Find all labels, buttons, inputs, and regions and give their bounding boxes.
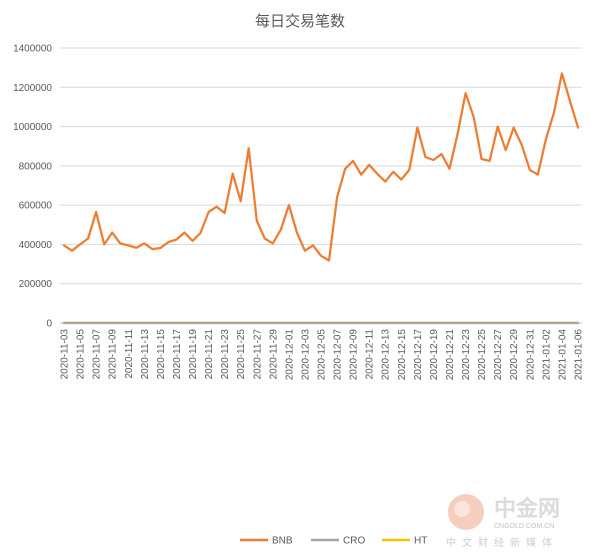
y-axis-labels: 1400000 1200000 1000000 800000 600000 400000 2…	[13, 44, 52, 330]
x-tick-label: 2020-11-17	[172, 329, 183, 380]
x-tick-label: 2020-11-21	[204, 329, 215, 380]
watermark-logo-inner-icon	[454, 501, 470, 517]
x-tick-label: 2020-12-21	[445, 329, 456, 381]
chart-title: 每日交易笔数	[255, 12, 345, 30]
x-tick-label: 2020-12-03	[300, 329, 311, 381]
x-tick-label: 2021-01-04	[557, 329, 568, 381]
x-tick-label: 2020-11-07	[92, 329, 103, 380]
y-tick-label: 400000	[19, 240, 53, 251]
x-tick-label: 2020-11-23	[220, 329, 231, 380]
x-tick-label: 2020-12-17	[413, 329, 424, 381]
series-line-bnb	[62, 72, 580, 262]
y-tick-label: 0	[46, 319, 52, 330]
x-tick-label: 2020-12-15	[397, 329, 408, 381]
x-axis-labels: 2020-11-03 2020-11-05 2020-11-07 2020-11-09…	[60, 329, 585, 381]
y-tick-label: 800000	[19, 161, 53, 172]
x-tick-label: 2020-12-27	[493, 329, 504, 381]
x-tick-label: 2020-11-27	[252, 329, 263, 380]
x-tick-label: 2020-12-25	[477, 329, 488, 381]
y-tick-label: 1200000	[13, 83, 52, 94]
y-tick-label: 200000	[19, 279, 53, 290]
x-tick-label: 2020-11-19	[188, 329, 199, 380]
x-tick-label: 2020-12-19	[429, 329, 440, 381]
x-tick-label: 2020-12-01	[284, 329, 295, 381]
watermark-tagline: 中文财经新媒体	[446, 536, 558, 549]
x-tick-label: 2020-11-25	[236, 329, 247, 380]
y-tick-label: 1400000	[13, 44, 52, 55]
x-tick-label: 2020-12-05	[317, 329, 328, 381]
watermark-site: CNGOLD.COM.CN	[494, 523, 554, 530]
x-tick-label: 2021-01-02	[541, 329, 552, 381]
grid-lines	[60, 47, 582, 324]
legend: BNB CRO HT	[240, 536, 427, 547]
x-tick-label: 2021-01-06	[573, 329, 584, 381]
x-tick-label: 2020-12-11	[365, 329, 376, 380]
legend-label-cro: CRO	[343, 536, 365, 547]
x-tick-label: 2020-11-05	[76, 329, 87, 380]
x-tick-label: 2020-12-07	[333, 329, 344, 381]
x-tick-label: 2020-11-09	[108, 329, 119, 380]
x-tick-label: 2020-12-31	[525, 329, 536, 381]
x-tick-label: 2020-12-23	[461, 329, 472, 381]
x-tick-label: 2020-12-29	[509, 329, 520, 381]
x-tick-label: 2020-11-11	[124, 329, 135, 379]
x-tick-label: 2020-11-29	[268, 329, 279, 380]
watermark-logo-text: 中金网	[494, 496, 560, 522]
x-tick-label: 2020-11-03	[60, 329, 71, 380]
legend-label-ht: HT	[414, 536, 427, 547]
x-tick-label: 2020-12-13	[381, 329, 392, 381]
watermark: 中金网 CNGOLD.COM.CN 中文财经新媒体	[446, 494, 560, 549]
x-tick-label: 2020-12-09	[349, 329, 360, 381]
x-tick-label: 2020-11-13	[140, 329, 151, 380]
y-tick-label: 600000	[19, 201, 53, 212]
y-tick-label: 1000000	[13, 122, 52, 133]
x-tick-label: 2020-11-15	[156, 329, 167, 380]
series-lines	[62, 72, 580, 325]
legend-label-bnb: BNB	[272, 536, 293, 547]
